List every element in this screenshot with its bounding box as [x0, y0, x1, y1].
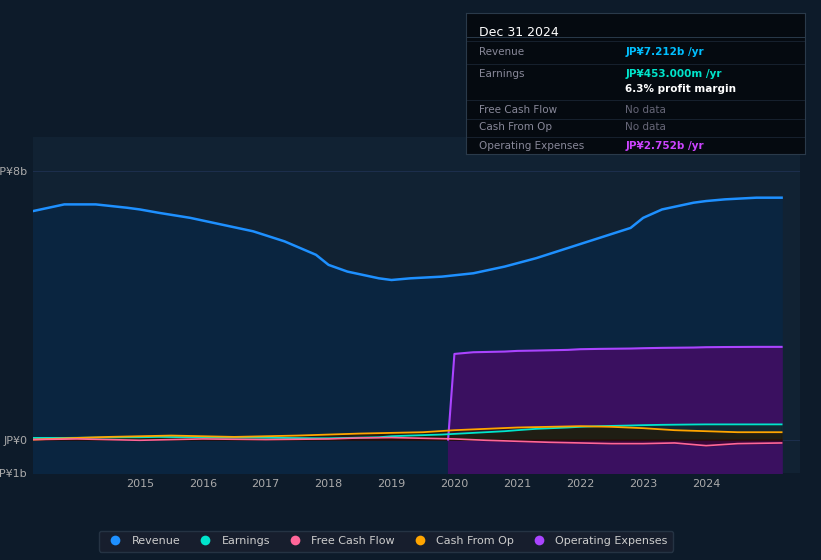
Text: JP¥2.752b /yr: JP¥2.752b /yr — [626, 141, 704, 151]
Text: Dec 31 2024: Dec 31 2024 — [479, 26, 559, 39]
Text: No data: No data — [626, 122, 666, 132]
Text: 6.3% profit margin: 6.3% profit margin — [626, 84, 736, 94]
Text: Cash From Op: Cash From Op — [479, 122, 552, 132]
Text: JP¥7.212b /yr: JP¥7.212b /yr — [626, 48, 704, 57]
Legend: Revenue, Earnings, Free Cash Flow, Cash From Op, Operating Expenses: Revenue, Earnings, Free Cash Flow, Cash … — [99, 530, 673, 552]
Text: Operating Expenses: Operating Expenses — [479, 141, 585, 151]
Text: Free Cash Flow: Free Cash Flow — [479, 105, 557, 115]
Text: No data: No data — [626, 105, 666, 115]
Text: JP¥453.000m /yr: JP¥453.000m /yr — [626, 68, 722, 78]
Text: Earnings: Earnings — [479, 68, 525, 78]
Text: Revenue: Revenue — [479, 48, 525, 57]
